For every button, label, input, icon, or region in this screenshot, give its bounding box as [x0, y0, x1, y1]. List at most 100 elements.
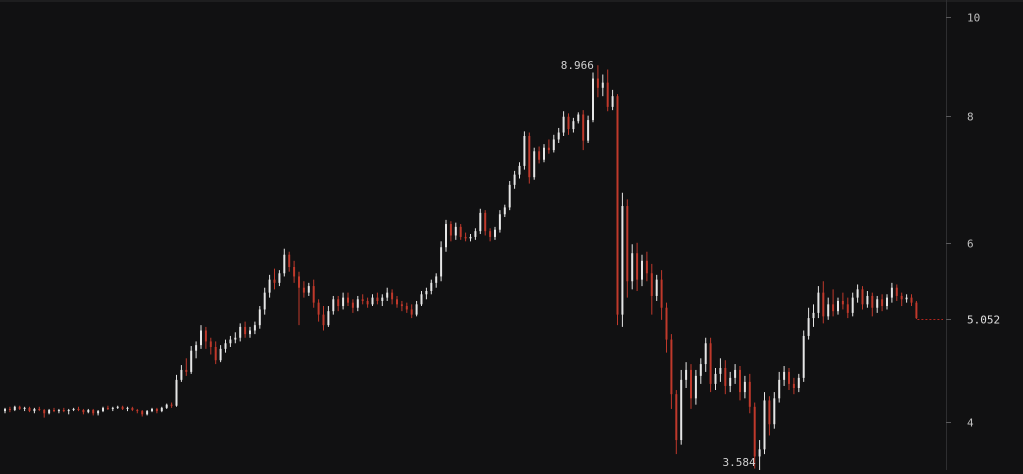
candle — [709, 337, 712, 393]
candle — [641, 254, 643, 287]
candle-body — [680, 379, 683, 441]
candle — [743, 375, 746, 399]
candle — [724, 360, 727, 395]
candle-body — [151, 408, 153, 412]
candle — [582, 110, 585, 151]
candle — [278, 270, 281, 287]
candle-body — [131, 407, 134, 411]
candle — [224, 339, 227, 353]
candle-body — [440, 247, 443, 277]
candle-body — [479, 212, 482, 232]
candle — [322, 306, 325, 331]
candle-body — [655, 279, 658, 296]
candle-body — [518, 165, 521, 175]
candle-body — [812, 312, 815, 319]
candle — [273, 268, 276, 290]
candle-body — [484, 212, 487, 232]
candle — [415, 300, 418, 317]
candle-body — [778, 379, 781, 399]
candle-body — [268, 279, 271, 293]
candle-body — [224, 343, 227, 349]
candle — [312, 279, 315, 308]
candle-body — [371, 297, 374, 305]
candle-body — [337, 299, 340, 307]
candle-body — [400, 304, 403, 307]
candle — [890, 282, 893, 303]
candle-body — [165, 404, 168, 408]
candle — [606, 69, 609, 112]
candle-body — [464, 236, 467, 239]
candle — [410, 304, 413, 319]
candle-body — [229, 339, 232, 344]
candle — [518, 162, 521, 179]
candle — [459, 224, 462, 240]
candle — [557, 127, 560, 143]
candle-body — [347, 297, 349, 303]
candle — [611, 89, 614, 111]
candle — [905, 294, 908, 303]
candle — [23, 406, 26, 412]
candle — [38, 406, 41, 412]
candle — [361, 294, 364, 305]
candle-body — [410, 309, 413, 315]
candle — [440, 241, 443, 282]
candle-body — [494, 229, 496, 237]
candle — [347, 292, 349, 307]
candle-body — [4, 408, 6, 412]
candle-body — [239, 326, 242, 338]
candle-body — [180, 369, 183, 380]
candle-body — [72, 408, 75, 411]
candle-body — [670, 339, 673, 395]
candle-body — [719, 367, 722, 374]
candle-body — [562, 116, 565, 133]
candle — [126, 406, 129, 412]
candle — [714, 367, 717, 391]
candle — [665, 302, 668, 353]
candle-body — [538, 151, 541, 160]
candle-body — [273, 279, 276, 283]
candle-body — [498, 214, 501, 230]
candle — [209, 337, 212, 355]
candle-body — [641, 260, 643, 280]
candle — [910, 294, 913, 307]
candle-body — [23, 407, 26, 409]
tick-label: 6 — [967, 238, 974, 251]
candle-body — [405, 306, 408, 310]
candle-body — [121, 406, 124, 409]
candle — [768, 396, 771, 436]
candle-body — [621, 206, 624, 315]
candle — [792, 377, 795, 395]
candle — [503, 204, 506, 218]
tick-label: 8 — [967, 111, 974, 124]
candle-body — [881, 299, 884, 307]
candle-body — [136, 410, 139, 412]
candle-body — [454, 226, 457, 236]
candle — [704, 337, 707, 372]
candle-body — [871, 295, 874, 308]
candle — [449, 221, 452, 242]
candle — [469, 234, 472, 242]
candle-body — [33, 408, 36, 412]
candle — [185, 358, 188, 376]
candle — [327, 306, 330, 327]
candle-body — [141, 411, 144, 415]
candle — [82, 408, 85, 415]
candle — [498, 210, 501, 233]
candle — [454, 222, 457, 240]
candle — [729, 371, 732, 393]
candle — [420, 290, 423, 307]
candle-body — [861, 289, 864, 305]
candle — [283, 248, 286, 277]
candle-body — [342, 297, 345, 307]
candle — [396, 295, 398, 308]
candle — [832, 289, 835, 317]
candle-body — [474, 231, 477, 237]
candle-body — [219, 348, 222, 361]
candle-body — [386, 292, 389, 298]
candle — [72, 407, 75, 412]
candle-body — [28, 407, 31, 412]
candle — [356, 295, 359, 312]
candle-body — [910, 297, 913, 303]
